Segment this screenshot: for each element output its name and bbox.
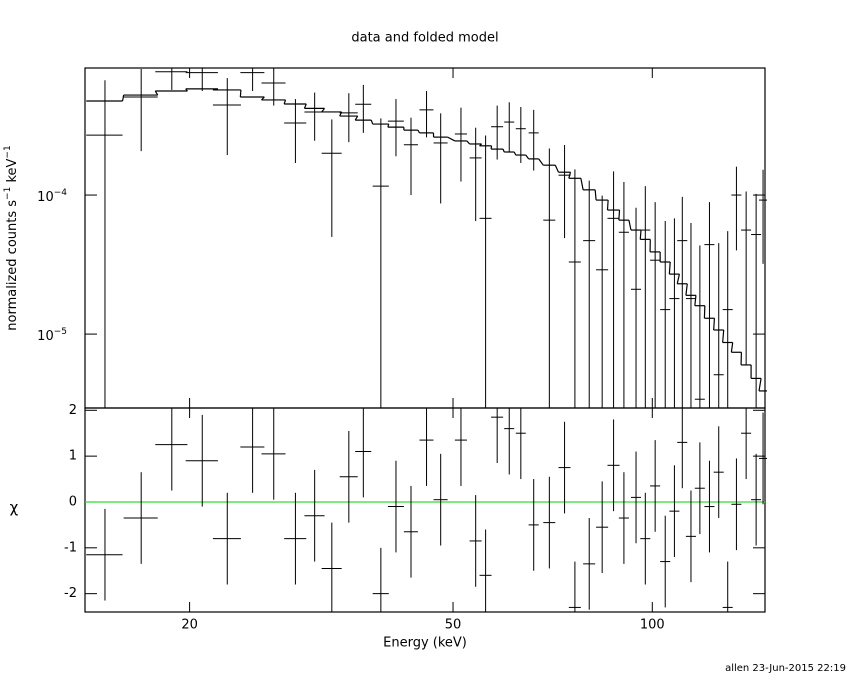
y-tick-label-exponent: −4	[54, 188, 68, 198]
model-step-riser	[303, 103, 307, 109]
model-step-riser	[713, 318, 716, 331]
model-step-riser	[513, 151, 517, 156]
y-axis-label: χ	[10, 499, 19, 517]
model-step-riser	[525, 154, 530, 160]
x-tick-label: 50	[445, 618, 462, 633]
y-axis-label-part: −1	[3, 145, 13, 158]
model-step-riser	[730, 342, 734, 353]
y-tick-label: 10−4	[37, 188, 67, 205]
model-step-riser	[758, 378, 762, 392]
model-step-riser	[239, 89, 242, 98]
y-tick-label: 1	[69, 449, 77, 464]
model-step-riser	[466, 140, 471, 145]
model-step-riser	[283, 99, 287, 105]
model-step-riser	[538, 158, 544, 166]
y-axis-label-part: −1	[3, 187, 13, 200]
model-step-riser	[554, 164, 560, 173]
y-tick-label: 2	[69, 403, 77, 418]
y-tick-label-exponent: −5	[54, 327, 67, 337]
model-step-riser	[668, 261, 671, 275]
model-step-riser	[676, 273, 680, 284]
model-step-riser	[694, 295, 697, 306]
x-tick-label: 100	[640, 618, 665, 633]
plot-frame	[84, 67, 766, 409]
x-tick-label: 20	[181, 618, 198, 633]
plot-frame	[84, 407, 766, 613]
model-step-riser	[354, 115, 359, 121]
model-step-riser	[628, 220, 632, 231]
model-step-riser	[121, 94, 125, 102]
model-step-riser	[594, 189, 597, 201]
model-step-riser	[417, 129, 420, 134]
y-tick-label: -2	[64, 586, 77, 601]
y-axis-label: normalized counts s−1 keV−1	[3, 145, 20, 330]
y-tick-label: 10−5	[37, 327, 67, 344]
model-step-riser	[370, 119, 374, 125]
footer: allen 23-Jun-2015 22:19	[725, 663, 846, 674]
y-tick-label-base: 10	[37, 329, 54, 344]
model-step-riser	[639, 230, 642, 240]
model-step-riser	[447, 136, 456, 142]
chart-title: data and folded model	[351, 31, 498, 46]
model-step-riser	[722, 329, 725, 343]
y-tick-label-base: 10	[37, 190, 54, 205]
y-axis-label-part: keV	[5, 158, 20, 186]
x-axis-label: Energy (keV)	[383, 636, 467, 651]
y-tick-label: -1	[64, 540, 77, 555]
model-step-riser	[606, 200, 609, 211]
y-axis-label-part: normalized counts s	[5, 200, 20, 331]
model-step-riser	[685, 283, 688, 296]
model-step-riser	[154, 90, 159, 96]
y-tick-label: 0	[69, 494, 77, 509]
model-step-riser	[580, 178, 584, 190]
model-step-riser	[502, 148, 505, 153]
